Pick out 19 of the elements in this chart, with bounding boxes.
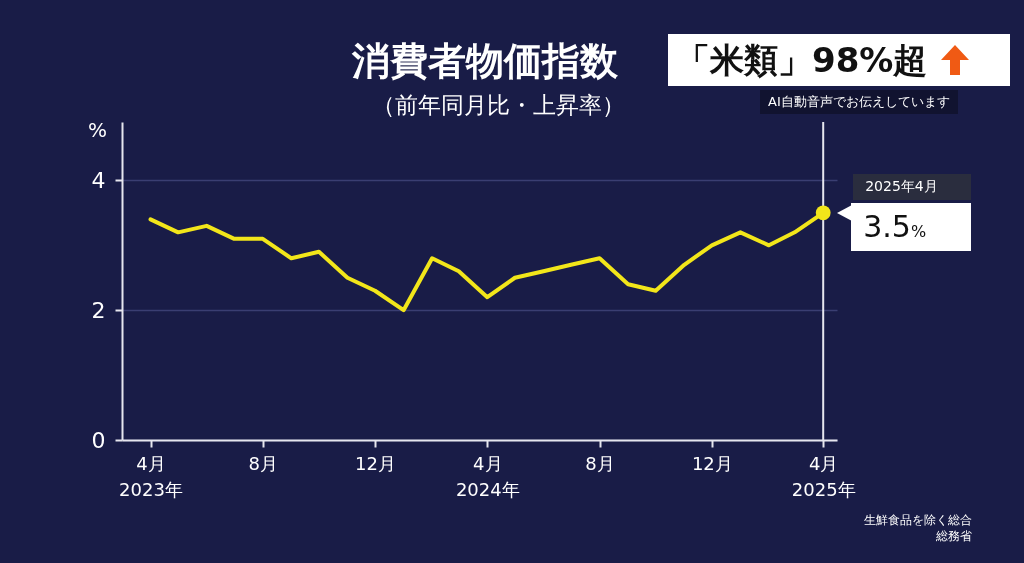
text: 総務省	[936, 528, 972, 545]
x-tick-label: 4月 2024年	[455, 452, 520, 500]
x-tick-label: 8月	[585, 452, 615, 474]
x-tick-label: 4月 2023年	[119, 452, 183, 500]
x-tick-label: 8月	[248, 452, 279, 474]
chart-subtitle: （前年同月比・上昇率）	[372, 91, 625, 120]
annotation: 3.5%	[863, 208, 927, 244]
y-tick-label: 2	[91, 297, 106, 323]
x-tick-label: 12月	[691, 452, 733, 474]
text: 「米類」98%超	[668, 34, 1010, 86]
text: AI自動音声でお伝えしています	[760, 90, 958, 114]
y-axis-title: %	[88, 118, 108, 142]
y-tick-label: 4	[91, 167, 106, 193]
text: 2025年4月	[853, 173, 972, 200]
x-tick-label: 12月	[355, 452, 397, 474]
x-tick-label: 4月 2025年	[791, 452, 856, 500]
chart-title: 消費者物価指数	[352, 38, 618, 85]
y-tick-label: 0	[91, 427, 106, 453]
text: 生鮮食品を除く総合	[864, 512, 972, 529]
